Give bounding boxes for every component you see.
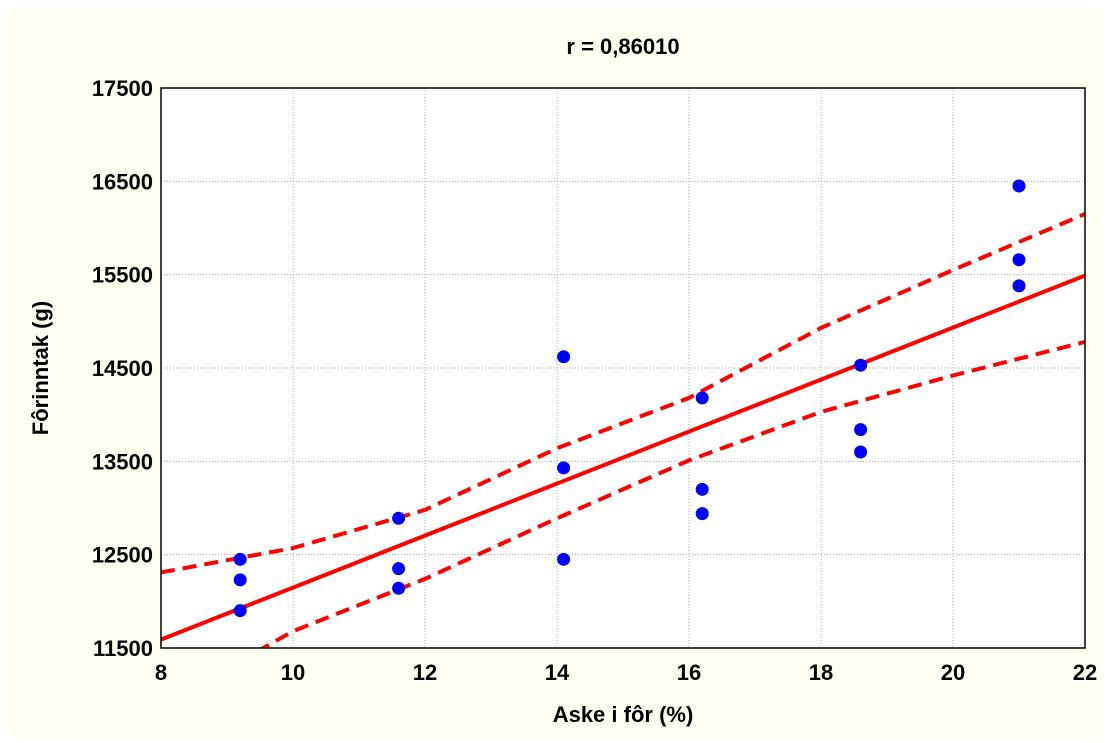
data-point [695, 391, 709, 405]
data-point [392, 511, 406, 525]
y-tick-labels: 11500 12500 13500 14500 15500 16500 17500 [92, 76, 153, 661]
data-point [695, 507, 709, 521]
confidence-bands [161, 212, 1085, 648]
x-tick-label: 10 [281, 660, 305, 685]
data-point [1012, 253, 1026, 267]
data-point [695, 482, 709, 496]
data-point [854, 445, 868, 459]
y-tick-label: 11500 [93, 636, 153, 661]
y-tick-label: 12500 [92, 543, 153, 568]
data-point [233, 552, 247, 566]
plot-frame [160, 87, 1086, 649]
data-point [392, 581, 406, 595]
confidence-upper-line [161, 212, 1085, 575]
y-tick-label: 13500 [92, 449, 153, 474]
x-tick-label: 18 [809, 660, 833, 685]
data-point [557, 552, 571, 566]
data-points [233, 179, 1026, 618]
data-point [233, 604, 247, 618]
data-point [233, 573, 247, 587]
data-point [854, 423, 868, 437]
x-tick-labels: 8 10 12 14 16 18 20 22 [155, 660, 1097, 685]
y-tick-label: 15500 [92, 263, 153, 288]
data-point [557, 461, 571, 475]
x-tick-label: 16 [677, 660, 701, 685]
y-tick-label: 16500 [92, 169, 153, 194]
y-axis-label: Fôrinntak (g) [28, 301, 53, 435]
data-point [854, 358, 868, 372]
y-tick-label: 17500 [92, 76, 153, 101]
x-tick-label: 22 [1073, 660, 1097, 685]
grid [161, 88, 1085, 648]
x-tick-label: 14 [545, 660, 570, 685]
data-point [557, 350, 571, 364]
chart-figure: 8 10 12 14 16 18 20 22 11500 12500 13500 14500 1550… [8, 8, 1102, 738]
confidence-lower-line [259, 339, 1085, 648]
x-axis-label: Aske i fôr (%) [553, 702, 694, 727]
x-tick-label: 12 [413, 660, 437, 685]
fit-line-group [161, 273, 1085, 642]
chart-title: r = 0,86010 [566, 34, 679, 59]
data-point [1012, 179, 1026, 193]
data-point [392, 562, 406, 576]
scatter-chart: 8 10 12 14 16 18 20 22 11500 12500 13500 14500 1550… [28, 34, 1097, 727]
x-tick-label: 8 [155, 660, 167, 685]
data-point [1012, 279, 1026, 293]
regression-line [161, 273, 1085, 642]
y-tick-label: 14500 [92, 356, 153, 381]
x-tick-label: 20 [941, 660, 965, 685]
